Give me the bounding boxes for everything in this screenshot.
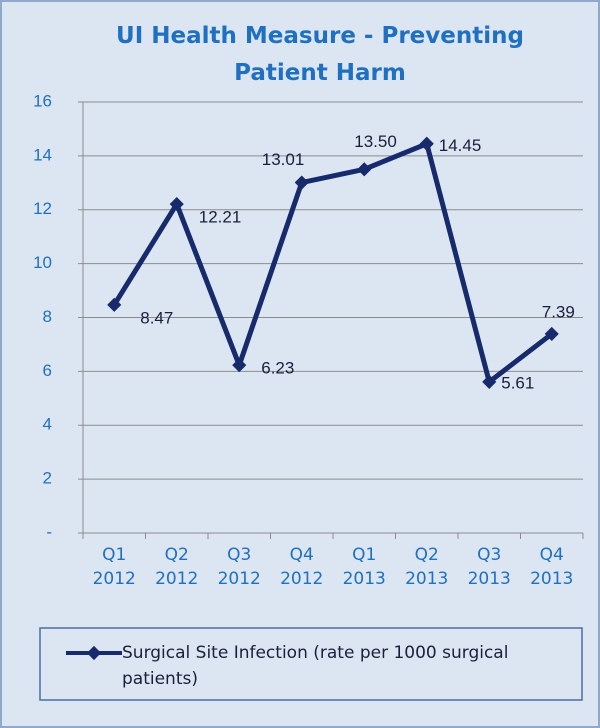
legend-box	[39, 627, 583, 701]
series-line	[112, 141, 554, 385]
y-tick-label: 8	[43, 307, 52, 326]
data-label: 5.61	[501, 373, 534, 392]
x-tick-label: Q1 2012	[92, 545, 136, 589]
data-label: 13.01	[262, 150, 305, 169]
legend-marker	[86, 645, 102, 661]
y-tick-label: 10	[33, 253, 52, 272]
data-label: 7.39	[542, 302, 575, 321]
y-tick-label: 4	[43, 415, 52, 434]
y-tick-label: 6	[43, 361, 52, 380]
y-tick-label: 2	[43, 469, 52, 488]
x-tick-label: Q4 2013	[530, 545, 574, 589]
data-point	[419, 136, 434, 151]
x-tick-label: Q3 2013	[467, 545, 511, 589]
y-tick-label: 12	[33, 199, 52, 218]
x-tick-label: Q3 2012	[217, 545, 261, 589]
data-point	[544, 326, 559, 342]
data-label: 8.47	[140, 308, 173, 327]
x-tick-label: Q2 2013	[405, 545, 449, 589]
y-tick-label: 14	[33, 145, 52, 164]
chart-title: UI Health Measure - Preventing Patient H…	[116, 23, 524, 86]
x-tick-label: Q4 2012	[280, 545, 324, 589]
x-tick-label: Q2 2012	[155, 545, 199, 589]
y-tick-label: -	[46, 522, 52, 541]
data-point	[357, 162, 372, 177]
legend-label: Surgical Site Infection (rate per 1000 s…	[122, 643, 509, 689]
data-point	[294, 175, 309, 190]
data-point	[482, 374, 497, 389]
data-label: 13.50	[354, 132, 397, 151]
data-label: 12.21	[199, 208, 242, 227]
data-label: 6.23	[261, 359, 294, 378]
y-tick-label: 16	[33, 91, 52, 110]
data-point	[107, 297, 122, 312]
x-tick-label: Q1 2013	[342, 545, 386, 589]
data-point	[232, 358, 247, 373]
data-point	[169, 197, 184, 212]
data-label: 14.45	[439, 136, 482, 155]
